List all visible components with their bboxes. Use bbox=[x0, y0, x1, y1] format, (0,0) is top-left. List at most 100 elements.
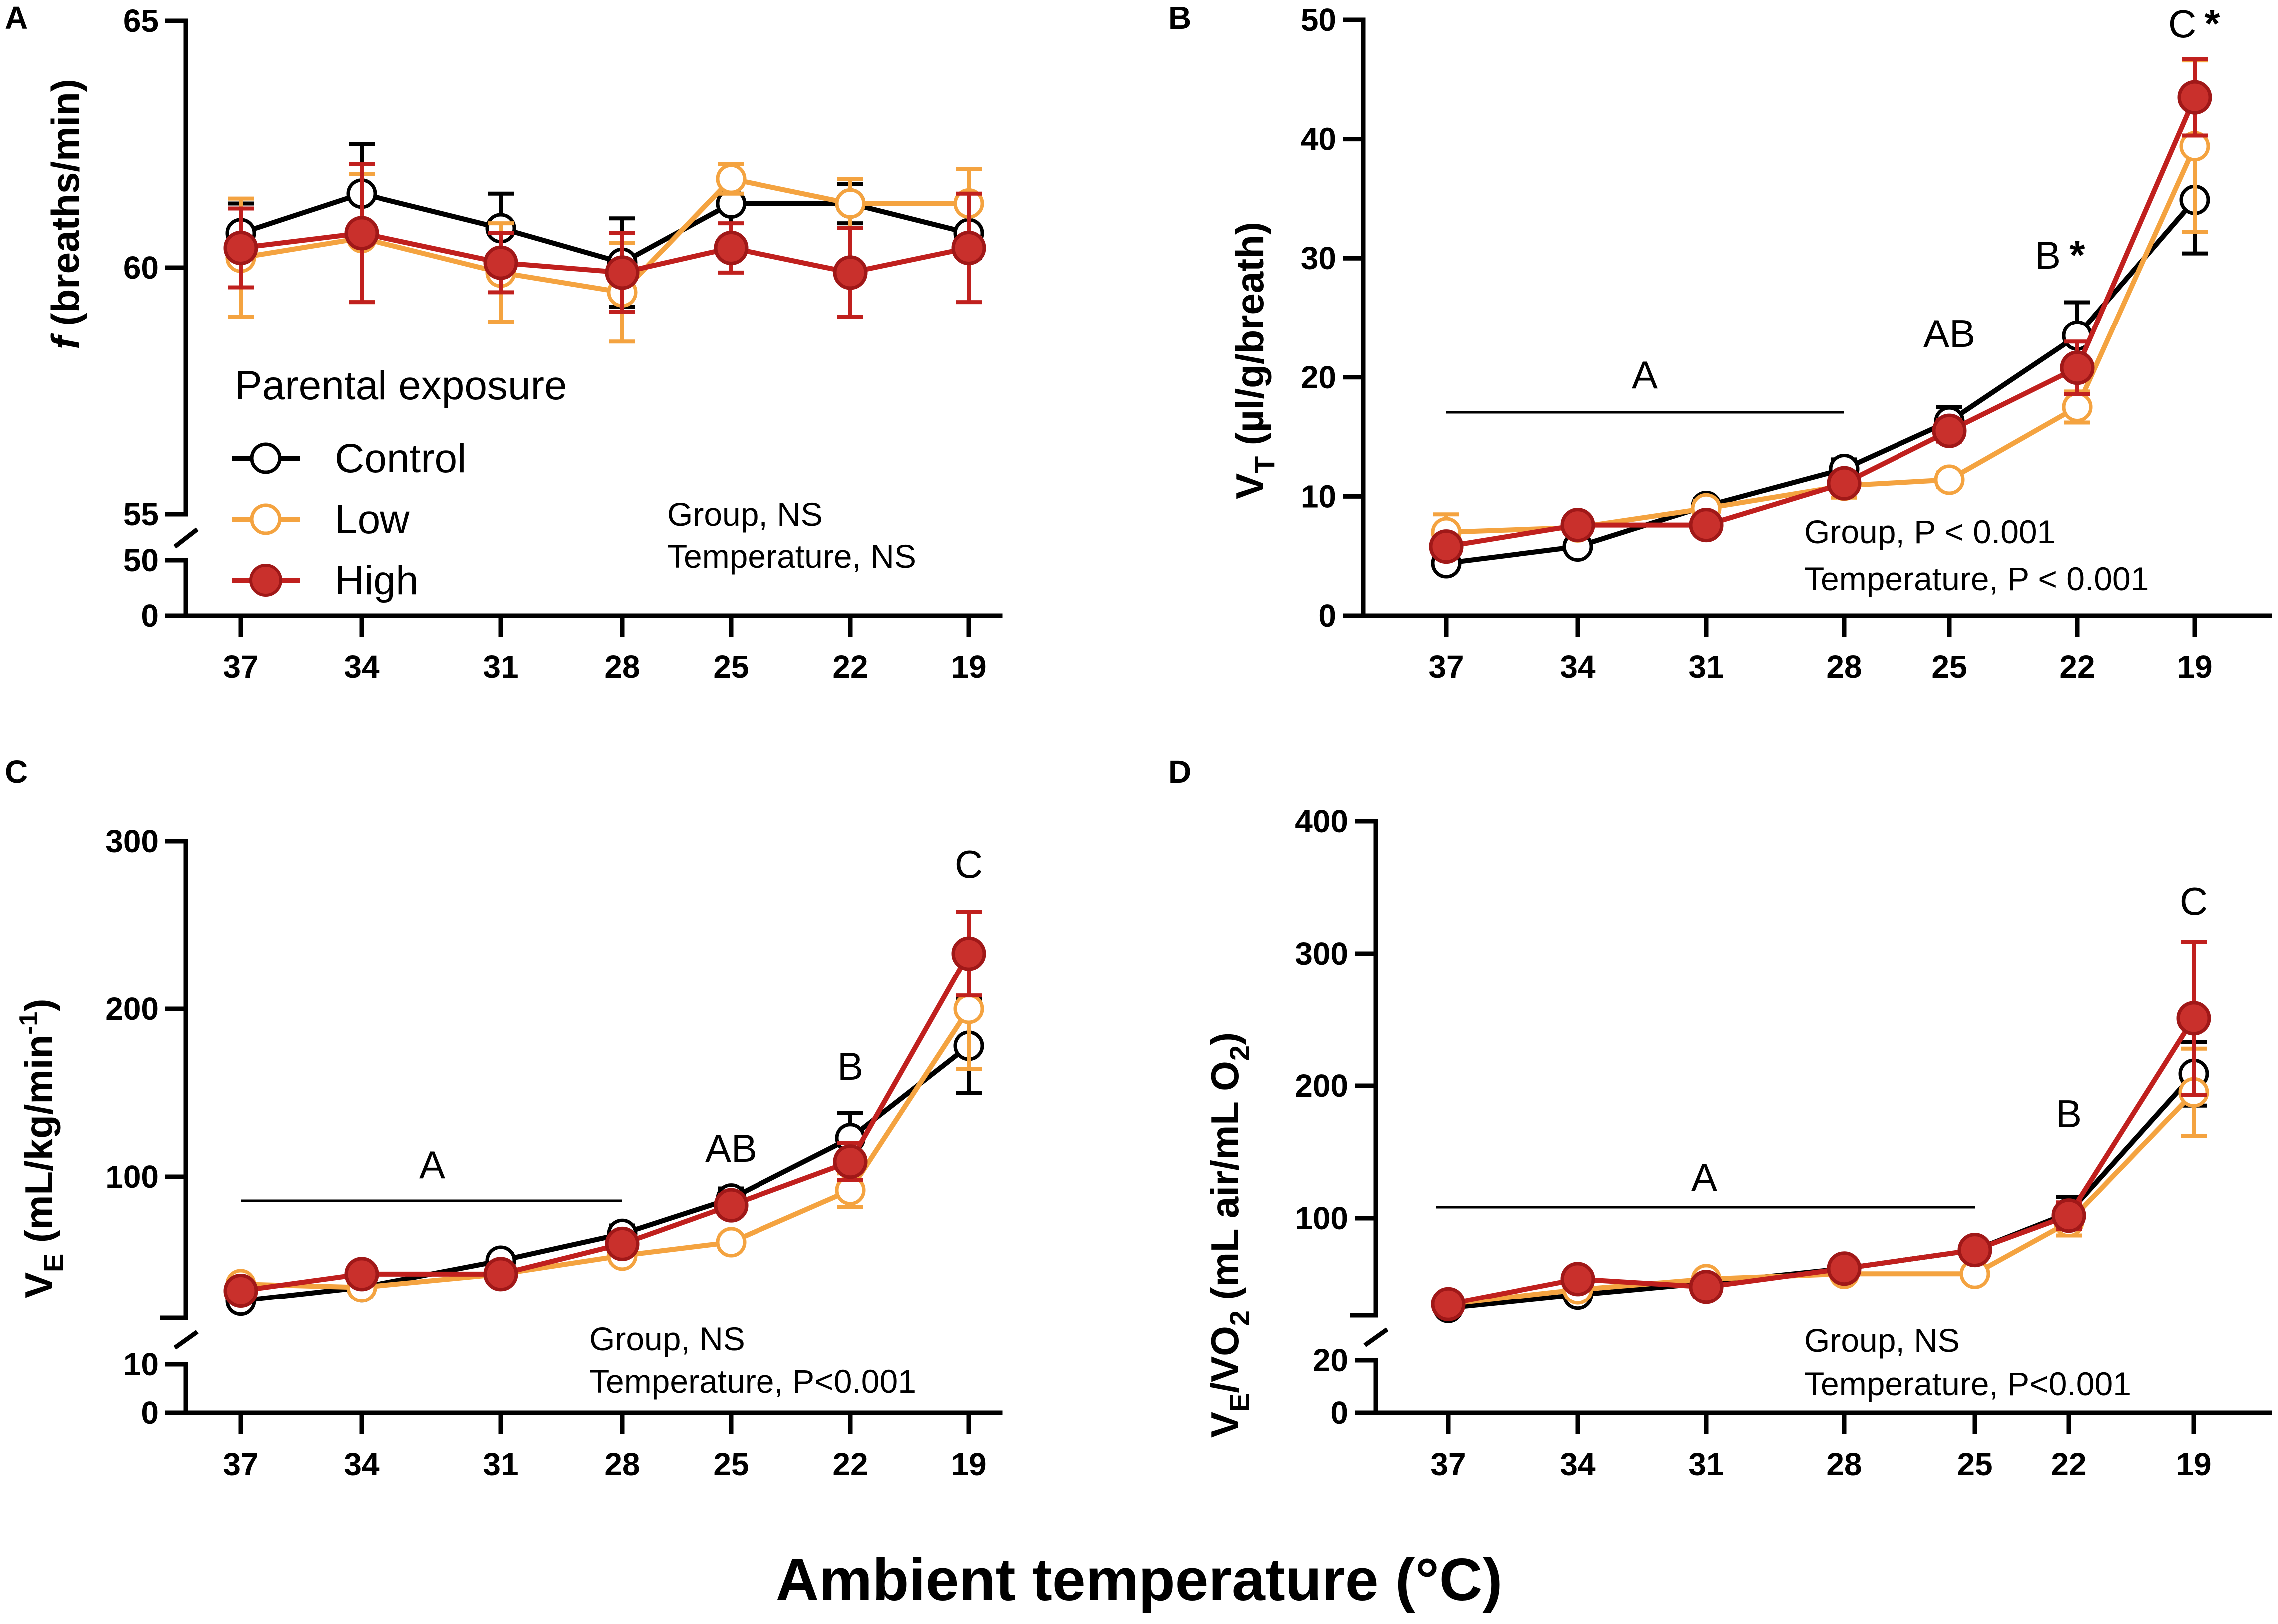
data-point-low bbox=[716, 1227, 747, 1258]
x-tick-label: 37 bbox=[223, 1446, 258, 1482]
x-tick-label: 19 bbox=[951, 1446, 986, 1482]
data-point-low bbox=[1934, 464, 1965, 495]
panel-c-letter-ab: AB bbox=[705, 1126, 757, 1170]
data-point-high bbox=[1560, 508, 1595, 543]
x-tick-label: 25 bbox=[713, 649, 749, 685]
x-tick-label: 31 bbox=[483, 649, 518, 685]
data-point-high bbox=[1431, 1287, 1466, 1321]
panel-a-annotation-group: Group, NS bbox=[667, 496, 823, 533]
panel-d-ytick-label: 20 bbox=[1313, 1342, 1348, 1378]
panel-d-ytick-label: 300 bbox=[1295, 936, 1348, 972]
data-point-high bbox=[833, 255, 868, 290]
x-tick-label: 34 bbox=[1560, 1446, 1596, 1482]
panel-d-letter-c: C bbox=[2180, 879, 2208, 923]
x-tick-label: 37 bbox=[223, 649, 258, 685]
series-line-high bbox=[240, 952, 971, 1294]
series-control bbox=[225, 142, 984, 310]
panel-letter-c: C bbox=[5, 754, 28, 790]
panel-a-ytick-label: 0 bbox=[141, 598, 159, 634]
y-tick-label: 40 bbox=[1301, 121, 1336, 157]
panel-c-letter-b: B bbox=[837, 1044, 863, 1088]
data-point-high bbox=[1932, 413, 1967, 448]
panel-d-x-ticks: 37 34 31 28 25 22 19 bbox=[1430, 1413, 2212, 1482]
panel-a-ytick-label: 55 bbox=[123, 496, 159, 532]
x-tick-label: 22 bbox=[832, 1446, 868, 1482]
x-tick-label: 34 bbox=[344, 649, 380, 685]
panel-c-ytick-label: 10 bbox=[123, 1346, 159, 1382]
panel-b-letter-b: B bbox=[2035, 233, 2061, 277]
panel-d-annotation-temperature: Temperature, P<0.001 bbox=[1804, 1365, 2131, 1402]
y-tick-label: 50 bbox=[1301, 2, 1336, 38]
data-point-high bbox=[605, 255, 640, 290]
data-point-high bbox=[1689, 1270, 1724, 1304]
series-low bbox=[225, 162, 984, 344]
x-tick-label: 25 bbox=[1931, 649, 1967, 685]
x-tick-label: 22 bbox=[2051, 1446, 2086, 1482]
legend-low-marker bbox=[250, 503, 282, 535]
series-high bbox=[1431, 940, 2211, 1321]
y-tick-label: 0 bbox=[1318, 598, 1336, 634]
panel-d-letter-a: A bbox=[1691, 1155, 1717, 1199]
data-point-high bbox=[714, 1188, 749, 1223]
legend-title: Parental exposure bbox=[235, 363, 567, 408]
data-point-high bbox=[344, 216, 379, 251]
panel-letter-d: D bbox=[1168, 754, 1191, 790]
panel-c-ytick-label: 300 bbox=[105, 823, 159, 859]
panel-b-annotation-group: Group, P < 0.001 bbox=[1804, 513, 2055, 550]
x-tick-label: 34 bbox=[344, 1446, 380, 1482]
panel-b-letter-c: C bbox=[2168, 2, 2196, 46]
panel-a-series bbox=[223, 142, 986, 344]
data-point-high bbox=[1827, 466, 1862, 501]
panel-d-ytick-label: 200 bbox=[1295, 1068, 1348, 1104]
data-point-low bbox=[716, 163, 747, 194]
panel-a-axis-break-mark bbox=[173, 527, 199, 549]
panel-d-axis-break-mark bbox=[1363, 1327, 1389, 1347]
series-line-high bbox=[1448, 1017, 2196, 1307]
data-point-high bbox=[1689, 508, 1724, 543]
panel-c-ylabel: VE (mL/kg/min-1) bbox=[14, 999, 69, 1298]
panel-c-ytick-label: 100 bbox=[105, 1159, 159, 1195]
data-point-low bbox=[2062, 391, 2093, 422]
y-tick-label: 20 bbox=[1301, 359, 1336, 395]
x-tick-label: 31 bbox=[1688, 1446, 1724, 1482]
legend-control-label: Control bbox=[335, 436, 466, 481]
x-tick-label: 34 bbox=[1560, 649, 1596, 685]
data-point-high bbox=[1429, 529, 1464, 564]
data-point-high bbox=[605, 1226, 640, 1261]
panel-c-letter-c: C bbox=[955, 842, 983, 886]
panel-b-series bbox=[1429, 57, 2212, 579]
series-control bbox=[225, 996, 984, 1316]
panel-c-annotation-group: Group, NS bbox=[589, 1320, 745, 1357]
panel-b-star-c: * bbox=[2204, 1, 2220, 46]
panel-letter-a: A bbox=[5, 0, 28, 36]
x-tick-label: 31 bbox=[483, 1446, 518, 1482]
data-point-high bbox=[1957, 1233, 1992, 1268]
panel-c-x-ticks: 37 34 31 28 25 22 19 bbox=[223, 1413, 987, 1482]
data-point-high bbox=[951, 936, 986, 971]
x-tick-label: 22 bbox=[2059, 649, 2095, 685]
panel-d-ytick-label: 400 bbox=[1295, 803, 1348, 839]
x-tick-label: 28 bbox=[1826, 1446, 1862, 1482]
x-tick-label: 37 bbox=[1428, 649, 1464, 685]
panel-b-letter-ab: AB bbox=[1923, 312, 1975, 355]
data-point-high bbox=[951, 230, 986, 265]
y-tick-label: 10 bbox=[1301, 478, 1336, 514]
data-point-high bbox=[223, 1273, 258, 1308]
panel-d-annotation-group: Group, NS bbox=[1804, 1322, 1960, 1359]
panel-d: D VE/VO2 (mL air/mL O2) 400 300 200 100 … bbox=[1168, 754, 2272, 1482]
panel-d-ytick-label: 100 bbox=[1295, 1200, 1348, 1236]
data-point-high bbox=[483, 1257, 518, 1292]
data-point-high bbox=[2051, 1198, 2086, 1233]
data-point-high bbox=[223, 230, 258, 265]
legend-low-label: Low bbox=[335, 497, 410, 542]
data-point-low bbox=[953, 993, 984, 1024]
panel-a-ylabel: f (breaths/min) bbox=[43, 79, 87, 349]
x-tick-label: 22 bbox=[832, 649, 868, 685]
data-point-high bbox=[483, 245, 518, 280]
panel-b-x-ticks: 37 34 31 28 25 22 19 bbox=[1428, 616, 2213, 685]
data-point-high bbox=[344, 1257, 379, 1292]
x-tick-label: 31 bbox=[1688, 649, 1724, 685]
legend: Parental exposure Control Low High bbox=[232, 363, 567, 603]
panel-b-y-ticks: 50 40 30 20 10 0 bbox=[1301, 2, 1363, 634]
panel-c-annotation-temperature: Temperature, P<0.001 bbox=[589, 1363, 916, 1400]
